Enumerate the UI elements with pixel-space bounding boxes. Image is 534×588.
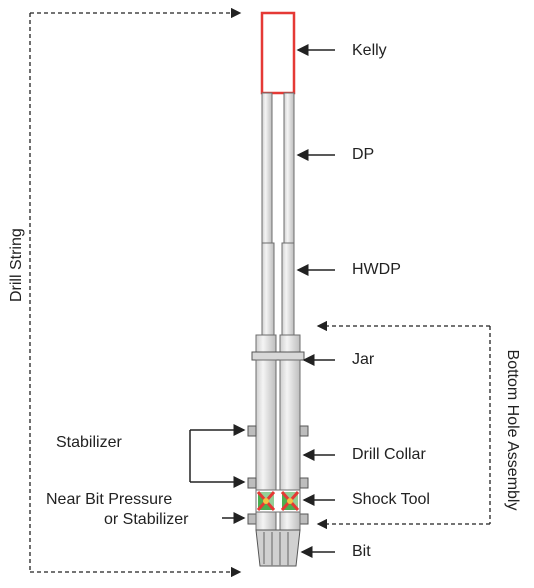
- bha-bracket: [316, 320, 491, 530]
- bit-segment: [255, 529, 301, 567]
- drill-collar-segment: [255, 359, 301, 491]
- hwdp-segment: [261, 242, 295, 336]
- kelly-label: Kelly: [352, 42, 387, 59]
- drill-pipe-segment: [261, 92, 295, 244]
- stabilizer-bracket: [189, 424, 246, 488]
- near-bit-label-line1: Near Bit Pressure: [46, 491, 173, 508]
- bit-label: Bit: [352, 543, 371, 560]
- shock-tool-label: Shock Tool: [352, 491, 430, 508]
- bottom-hole-assembly-label: Bottom Hole Assembly: [504, 349, 521, 511]
- shock-tool-segment: [255, 489, 301, 513]
- drill-string-bracket: [29, 7, 242, 578]
- lower-collar-segment: [255, 511, 301, 531]
- stabilizer-label: Stabilizer: [56, 434, 122, 451]
- drill-string-label: Drill String: [8, 228, 25, 302]
- stabilizer-blades: [247, 425, 309, 525]
- jar-segment: [251, 334, 305, 361]
- leader-arrows: [296, 44, 335, 558]
- hwdp-label: HWDP: [352, 261, 401, 278]
- dp-label: DP: [352, 146, 375, 163]
- jar-label: Jar: [352, 351, 375, 368]
- near-bit-label-line2: or Stabilizer: [104, 511, 189, 528]
- drill-collar-label: Drill Collar: [352, 446, 426, 463]
- kelly-segment: [260, 11, 296, 95]
